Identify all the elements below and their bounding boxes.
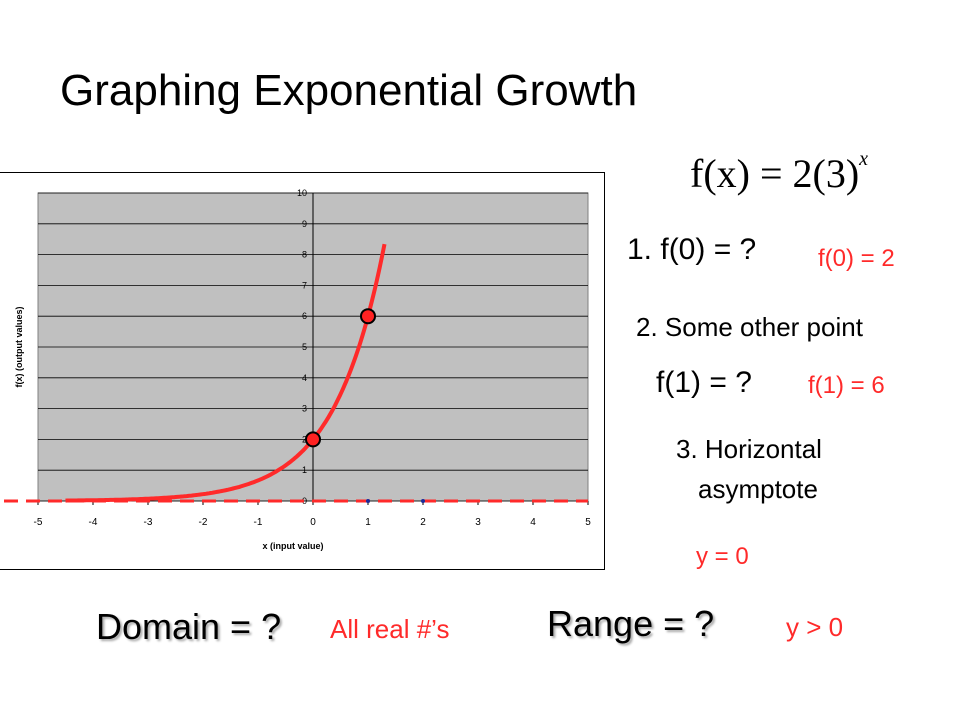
step-2b-question: f(1) = ? — [656, 366, 752, 399]
x-tick-label: -1 — [254, 517, 263, 528]
x-tick-label: 0 — [310, 517, 316, 528]
x-tick-label: 5 — [585, 517, 591, 528]
x-tick-label: -3 — [144, 517, 153, 528]
y-tick-label: 2 — [302, 434, 307, 444]
y-tick-label: 3 — [302, 404, 307, 414]
y-tick-label: 7 — [302, 280, 307, 290]
y-tick-label: 4 — [302, 373, 307, 383]
slide-title: Graphing Exponential Growth — [60, 66, 638, 115]
x-tick-label: -2 — [199, 517, 208, 528]
chart: 0 1 2 3 4 5 6 7 8 9 10 -5 -4 -3 -2 -1 0 1 2 3 4 5 x (input val… — [4, 188, 591, 551]
x-tick-label: -5 — [34, 517, 43, 528]
formula-main: f(x) = 2(3) — [690, 151, 860, 196]
x-tick-label: -4 — [89, 517, 98, 528]
y-tick-label: 5 — [302, 342, 307, 352]
x-tick-label: 2 — [420, 517, 426, 528]
y-tick-label: 0 — [302, 496, 307, 506]
growth-curve — [65, 243, 387, 503]
small-marker — [421, 499, 425, 503]
small-marker — [366, 499, 370, 503]
step-3-answer: y = 0 — [696, 543, 749, 570]
y-tick-label: 10 — [297, 188, 307, 198]
highlighted-point — [360, 308, 376, 325]
chart-frame: 0 1 2 3 4 5 6 7 8 9 10 -5 -4 -3 -2 -1 0 1 2 3 4 5 x (input val… — [0, 172, 605, 570]
step-3-question: 3. Horizontal — [676, 434, 822, 464]
range-answer: y > 0 — [786, 612, 844, 642]
x-tick-label: 4 — [530, 517, 536, 528]
step-3-question-line2: asymptote — [698, 474, 818, 504]
x-tick-label: 3 — [475, 517, 481, 528]
step-1-answer: f(0) = 2 — [818, 245, 895, 272]
domain-answer: All real #’s — [330, 614, 450, 644]
formula: f(x) = 2(3)x — [690, 148, 869, 197]
step-2-question: 2. Some other point — [636, 312, 863, 342]
formula-exponent: x — [859, 148, 869, 170]
y-axis-title: f(x) (output values) — [14, 307, 24, 388]
domain-question: Domain = ? — [96, 606, 282, 647]
x-tick-label: 1 — [365, 517, 371, 528]
y-tick-label: 8 — [302, 250, 307, 260]
highlighted-point — [305, 431, 321, 448]
step-2-answer: f(1) = 6 — [808, 372, 885, 399]
range-question: Range = ? — [547, 603, 715, 644]
x-axis-title: x (input value) — [262, 541, 323, 551]
step-1-question: 1. f(0) = ? — [627, 233, 757, 266]
y-tick-label: 1 — [302, 465, 307, 475]
y-tick-label: 9 — [302, 219, 307, 229]
y-tick-label: 6 — [302, 311, 307, 321]
